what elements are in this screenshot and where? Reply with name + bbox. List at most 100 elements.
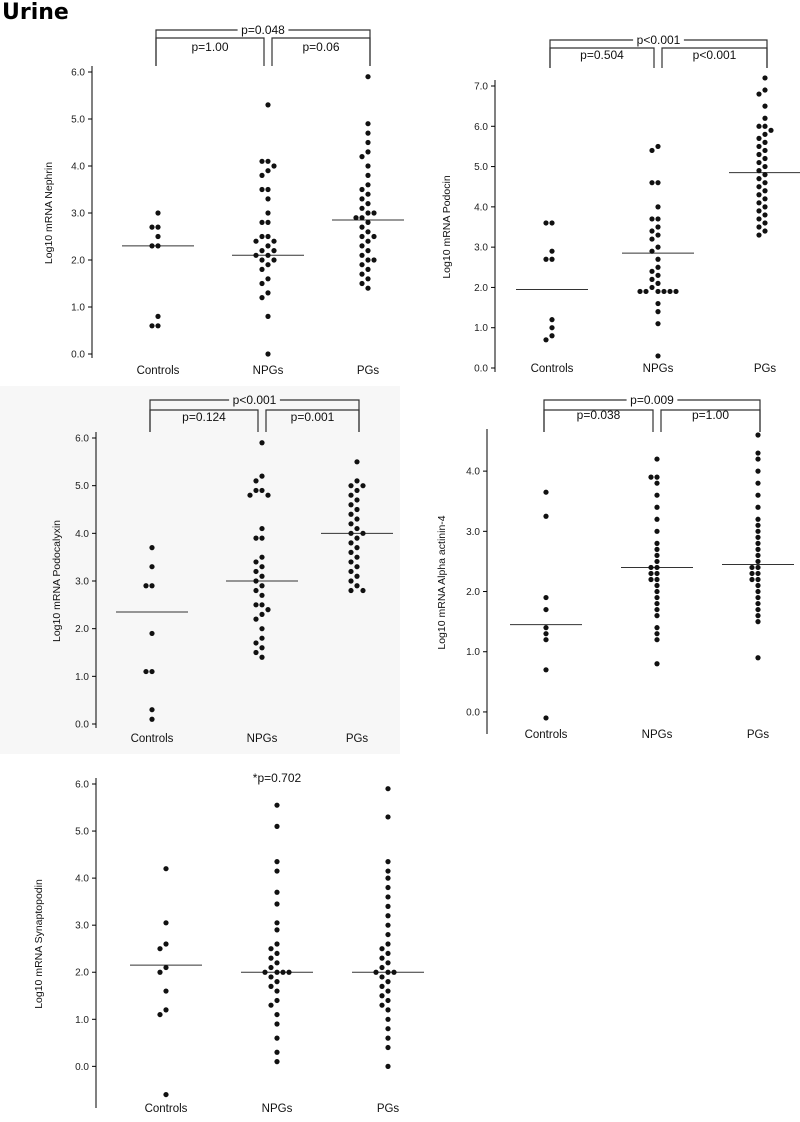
nephrin-chart: 0.0 1.0 2.0 3.0 4.0 5.0 6.0 Log10 mRNA Nephrin C… xyxy=(43,22,404,377)
alpha-actinin-data-point xyxy=(543,667,549,673)
nephrin-data-point xyxy=(365,191,371,197)
alpha-actinin-data-point xyxy=(755,552,761,559)
podocalyxin-data-point xyxy=(348,540,354,546)
nephrin-data-point xyxy=(271,248,277,254)
alpha-actinin-data-point xyxy=(543,625,549,631)
nephrin-data-point xyxy=(359,243,365,249)
nephrin-data-point xyxy=(259,219,265,225)
podocin-data-point xyxy=(543,220,549,226)
synaptopodin-data-point xyxy=(274,969,280,975)
nephrin-data-point xyxy=(265,219,271,225)
synaptopodin-y-tick-label: 5.0 xyxy=(75,827,89,838)
synaptopodin-data-point xyxy=(268,955,274,961)
podocalyxin-data-point xyxy=(259,611,265,617)
podocin-data-point xyxy=(649,248,655,254)
podocin-data-point xyxy=(768,127,774,133)
podocin-data-point xyxy=(549,248,555,254)
podocalyxin-data-point xyxy=(348,568,354,575)
podocin-data-point xyxy=(762,75,768,81)
podocalyxin-data-point xyxy=(348,549,354,555)
nephrin-data-point xyxy=(265,186,271,193)
synaptopodin-data-point xyxy=(385,1026,391,1032)
podocin-data-point xyxy=(655,288,661,295)
synaptopodin-data-point xyxy=(385,875,391,881)
alpha-actinin-data-point xyxy=(654,637,660,643)
nephrin-data-point xyxy=(359,154,365,160)
podocalyxin-data-point xyxy=(259,645,265,651)
synaptopodin-data-point xyxy=(385,922,391,928)
podocin-data-point xyxy=(655,143,661,150)
alpha-actinin-data-point xyxy=(654,456,660,462)
podocalyxin-data-point xyxy=(360,587,366,594)
alpha-actinin-data-point xyxy=(749,576,755,583)
podocin-data-point xyxy=(649,268,655,274)
alpha-actinin-data-point xyxy=(648,564,654,571)
nephrin-y-tick-label: 5.0 xyxy=(71,115,85,126)
podocalyxin-data-point xyxy=(253,602,259,608)
podocin-data-point xyxy=(762,87,768,93)
nephrin-data-point xyxy=(365,182,371,188)
synaptopodin-data-point xyxy=(274,920,280,926)
podocin-data-point xyxy=(637,288,643,295)
synaptopodin-data-point xyxy=(385,786,391,792)
nephrin-data-point xyxy=(359,271,365,277)
nephrin-data-point xyxy=(359,224,365,230)
synaptopodin-y-tick-label: 2.0 xyxy=(75,968,89,979)
alpha-actinin-data-point xyxy=(755,564,761,571)
synaptopodin-data-point xyxy=(274,950,280,957)
podocin-data-point xyxy=(549,317,555,323)
nephrin-data-point xyxy=(265,196,271,202)
alpha-actinin-data-point xyxy=(543,594,549,601)
podocin-data-point xyxy=(649,236,655,242)
podocalyxin-data-point xyxy=(259,487,265,494)
podocalyxin-p-value-label: p=0.001 xyxy=(291,410,335,424)
podocin-x-category-label: NPGs xyxy=(643,363,674,375)
synaptopodin-y-tick-label: 6.0 xyxy=(75,780,89,791)
synaptopodin-x-category-label: PGs xyxy=(377,1103,400,1115)
synaptopodin-data-point xyxy=(385,988,391,994)
synaptopodin-data-point xyxy=(385,931,391,938)
podocalyxin-y-tick-label: 3.0 xyxy=(75,577,89,588)
podocin-data-point xyxy=(762,163,768,170)
podocin-data-point xyxy=(655,300,661,307)
podocin-data-point xyxy=(673,288,679,295)
synaptopodin-data-point xyxy=(163,1007,169,1013)
synaptopodin-y-tick-label: 0.0 xyxy=(75,1062,89,1073)
podocin-data-point xyxy=(762,220,768,226)
podocalyxin-p-value-label: p<0.001 xyxy=(233,393,277,407)
podocin-data-point xyxy=(649,147,655,154)
podocin-data-point xyxy=(756,224,762,230)
podocalyxin-data-point xyxy=(348,587,354,594)
podocin-data-point xyxy=(762,103,768,109)
nephrin-data-point xyxy=(371,233,377,240)
synaptopodin-data-point xyxy=(268,974,274,980)
alpha-actinin-data-point xyxy=(654,600,660,607)
synaptopodin-data-point xyxy=(385,884,391,891)
podocalyxin-y-tick-label: 0.0 xyxy=(75,720,89,731)
podocin-data-point xyxy=(762,204,768,210)
nephrin-data-point xyxy=(265,102,271,108)
alpha-actinin-data-point xyxy=(755,534,761,540)
podocalyxin-data-point xyxy=(259,602,265,608)
nephrin-data-point xyxy=(371,210,377,216)
alpha-actinin-x-category-label: PGs xyxy=(747,729,770,741)
podocin-data-point xyxy=(649,216,655,222)
synaptopodin-data-point xyxy=(163,964,169,971)
podocin-y-tick-label: 2.0 xyxy=(474,283,488,294)
podocin-data-point xyxy=(756,159,762,166)
nephrin-y-tick-label: 4.0 xyxy=(71,162,85,173)
podocalyxin-chart: 0.0 1.0 2.0 3.0 4.0 5.0 6.0 Log10 mRNA Podocaly… xyxy=(51,392,393,745)
podocalyxin-data-point xyxy=(253,578,259,584)
nephrin-data-point xyxy=(253,238,259,244)
podocin-data-point xyxy=(756,200,762,206)
synaptopodin-data-point xyxy=(379,974,385,980)
nephrin-data-point xyxy=(259,266,265,272)
podocalyxin-data-point xyxy=(253,568,259,575)
alpha-actinin-data-point xyxy=(755,570,761,577)
podocin-data-point xyxy=(756,192,762,198)
podocin-data-point xyxy=(756,176,762,182)
podocin-data-point xyxy=(655,244,661,250)
nephrin-data-point xyxy=(365,210,371,216)
synaptopodin-data-point xyxy=(385,1063,391,1069)
podocin-data-point xyxy=(549,333,555,339)
